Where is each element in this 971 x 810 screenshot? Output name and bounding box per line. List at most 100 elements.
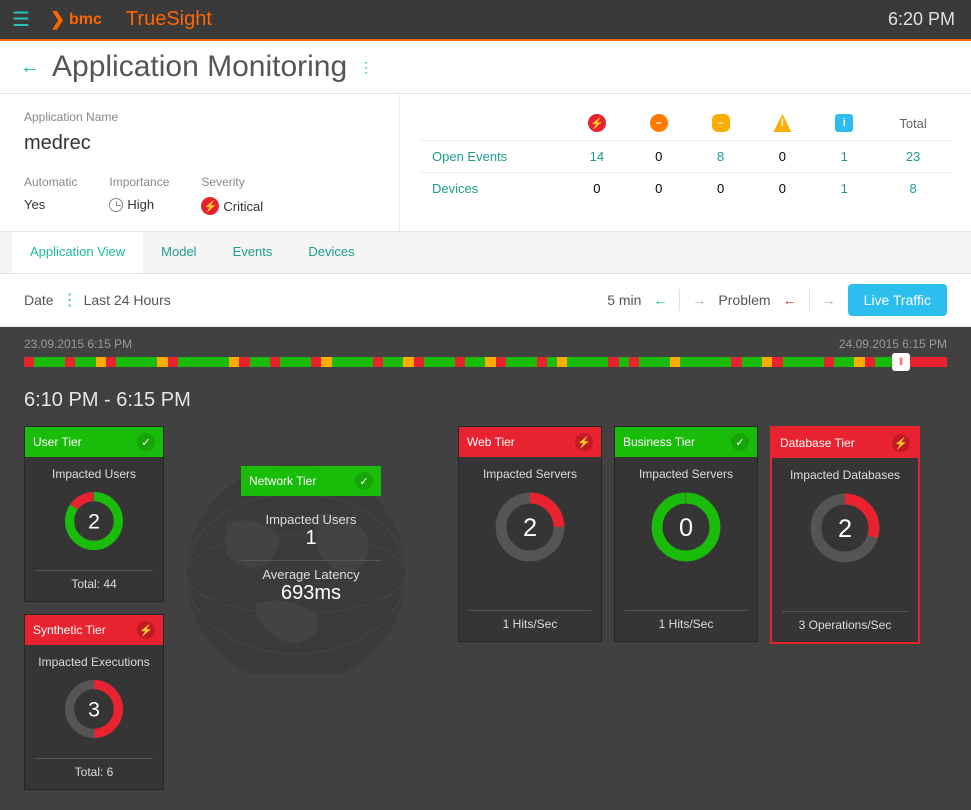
filter-bar: Date ⋮ Last 24 Hours 5 min ← → Problem ←… [0, 274, 971, 327]
bmc-logo: ❯bmc [50, 9, 102, 30]
tiers: User Tier ✓ Impacted Users 2 Total: 44 Sy… [24, 426, 947, 790]
severity-label: Severity [201, 175, 263, 189]
importance-value: High [109, 197, 169, 212]
synthetic-tier-donut: 3 [62, 677, 126, 741]
severity-minor-icon: – [712, 114, 730, 132]
app-name: medrec [24, 132, 375, 155]
database-tier-card[interactable]: Database Tier ⚡ Impacted Databases 2 3 Op… [770, 426, 920, 644]
severity-info-icon: i [835, 114, 853, 132]
network-impacted-value: 1 [241, 527, 381, 550]
critical-icon: ⚡ [201, 197, 219, 215]
mode-next-icon[interactable]: → [822, 292, 836, 308]
business-footer: 1 Hits/Sec [625, 610, 747, 631]
svg-text:0: 0 [679, 514, 693, 542]
bolt-icon: ⚡ [892, 434, 910, 452]
tab-events[interactable]: Events [215, 232, 291, 273]
automatic-label: Automatic [24, 175, 77, 189]
user-tier-donut: 2 [62, 489, 126, 553]
web-tier-title: Web Tier [467, 435, 515, 449]
title-menu-icon[interactable]: ⋮ [359, 59, 373, 76]
network-tier-title: Network Tier [249, 474, 316, 488]
tab-application-view[interactable]: Application View [12, 232, 143, 273]
database-tier-title: Database Tier [780, 436, 855, 450]
hamburger-icon[interactable]: ☰ [12, 7, 30, 32]
automatic-value: Yes [24, 197, 77, 212]
synthetic-total: Total: 6 [35, 758, 153, 779]
tab-model[interactable]: Model [143, 232, 214, 273]
user-tier-card[interactable]: User Tier ✓ Impacted Users 2 Total: 44 [24, 426, 164, 602]
user-tier-title: User Tier [33, 435, 82, 449]
interval-label: 5 min [607, 292, 641, 308]
database-tier-donut: 2 [807, 490, 883, 566]
stats-row-events: Open Events 14 0 8 0 1 23 [420, 141, 951, 173]
severity-major-icon: – [650, 114, 668, 132]
title-row: ← Application Monitoring ⋮ [0, 41, 971, 93]
clock-icon [109, 198, 123, 212]
product-name: TrueSight [126, 8, 212, 31]
network-tier-header[interactable]: Network Tier ✓ [241, 466, 381, 496]
monitoring-panel: 23.09.2015 6:15 PM 24.09.2015 6:15 PM ‖ … [0, 327, 971, 810]
live-traffic-button[interactable]: Live Traffic [848, 284, 947, 316]
app-name-label: Application Name [24, 110, 375, 124]
total-header: Total [875, 106, 951, 141]
date-label: Date [24, 292, 54, 308]
user-total: Total: 44 [35, 570, 153, 591]
web-impacted-label: Impacted Servers [469, 467, 591, 481]
app-info: Application Name medrec Automatic Yes Im… [0, 94, 400, 231]
synthetic-tier-card[interactable]: Synthetic Tier ⚡ Impacted Executions 3 To… [24, 614, 164, 790]
svg-text:2: 2 [88, 510, 100, 534]
check-icon: ✓ [731, 433, 749, 451]
database-footer: 3 Operations/Sec [782, 611, 908, 632]
bolt-icon: ⚡ [575, 433, 593, 451]
svg-text:3: 3 [88, 698, 100, 722]
svg-text:2: 2 [838, 515, 852, 543]
business-tier-card[interactable]: Business Tier ✓ Impacted Servers 0 1 Hits… [614, 426, 758, 642]
interval-next-icon[interactable]: → [692, 292, 706, 308]
synthetic-impacted-label: Impacted Executions [35, 655, 153, 669]
timeline-start: 23.09.2015 6:15 PM [24, 337, 132, 351]
devices-link[interactable]: Devices [420, 173, 566, 205]
stats-panel: ⚡ – – ! i Total Open Events 14 0 8 0 1 2… [400, 94, 971, 231]
business-tier-title: Business Tier [623, 435, 695, 449]
interval-prev-icon[interactable]: ← [653, 292, 667, 308]
clock: 6:20 PM [888, 9, 955, 30]
timeline[interactable]: ‖ [24, 357, 947, 367]
back-arrow-icon[interactable]: ← [20, 56, 40, 79]
network-tier-area: Network Tier ✓ Impacted Users 1 Average L… [176, 426, 446, 615]
brand: ❯bmc TrueSight [50, 8, 212, 31]
date-menu-icon[interactable]: ⋮ [62, 290, 78, 310]
date-range[interactable]: Last 24 Hours [84, 292, 171, 308]
stats-row-devices: Devices 0 0 0 0 1 8 [420, 173, 951, 205]
stats-table: ⚡ – – ! i Total Open Events 14 0 8 0 1 2… [420, 106, 951, 204]
database-impacted-label: Impacted Databases [782, 468, 908, 482]
mode-prev-icon[interactable]: ← [783, 292, 797, 308]
check-icon: ✓ [137, 433, 155, 451]
web-tier-donut: 2 [492, 489, 568, 565]
summary-panel: Application Name medrec Automatic Yes Im… [0, 93, 971, 232]
timeline-marker[interactable]: ‖ [892, 353, 910, 371]
network-latency-label: Average Latency [241, 567, 381, 582]
timeline-end: 24.09.2015 6:15 PM [839, 337, 947, 351]
business-tier-donut: 0 [648, 489, 724, 565]
severity-warning-icon: ! [773, 114, 791, 132]
network-latency-value: 693ms [241, 582, 381, 605]
mode-label: Problem [718, 292, 770, 308]
open-events-link[interactable]: Open Events [420, 141, 566, 173]
check-icon: ✓ [355, 472, 373, 490]
web-footer: 1 Hits/Sec [469, 610, 591, 631]
page-title: Application Monitoring [52, 50, 347, 84]
time-range-title: 6:10 PM - 6:15 PM [24, 389, 947, 412]
synthetic-tier-title: Synthetic Tier [33, 623, 106, 637]
web-tier-card[interactable]: Web Tier ⚡ Impacted Servers 2 1 Hits/Sec [458, 426, 602, 642]
user-impacted-label: Impacted Users [35, 467, 153, 481]
bolt-icon: ⚡ [137, 621, 155, 639]
business-impacted-label: Impacted Servers [625, 467, 747, 481]
top-bar: ☰ ❯bmc TrueSight 6:20 PM [0, 0, 971, 41]
importance-label: Importance [109, 175, 169, 189]
tab-bar: Application View Model Events Devices [0, 232, 971, 274]
severity-value: ⚡Critical [201, 197, 263, 215]
tab-devices[interactable]: Devices [290, 232, 372, 273]
svg-text:2: 2 [523, 514, 537, 542]
severity-critical-icon: ⚡ [588, 114, 606, 132]
network-impacted-label: Impacted Users [241, 512, 381, 527]
